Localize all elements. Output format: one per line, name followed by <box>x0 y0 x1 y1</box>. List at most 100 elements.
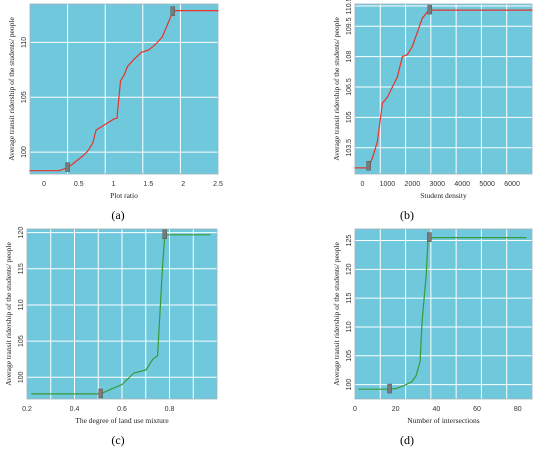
x-tick-label: 40 <box>432 406 440 413</box>
y-tick-label: 110 <box>21 37 28 48</box>
chart-b-svg: 0 1000 2000 3000 4000 5000 6000 103.5 105 106.5 10… <box>332 0 533 200</box>
x-tick-label: 5000 <box>479 181 495 188</box>
x-tick-label: 0.5 <box>74 181 84 188</box>
x-tick-label: 80 <box>514 406 522 413</box>
range-marker <box>98 388 103 399</box>
data-point <box>419 360 421 363</box>
y-tick-label: 120 <box>346 263 353 275</box>
data-point <box>406 53 408 56</box>
x-tick-label: 2 <box>181 181 185 188</box>
data-point <box>105 122 108 125</box>
y-tick-label: 109.5 <box>346 17 353 35</box>
series-line <box>30 10 218 172</box>
data-point <box>123 74 125 76</box>
subplot-c: 0.2 0.4 0.6 0.8 100 105 110 115 120 The degree of… <box>0 225 275 450</box>
data-point <box>217 9 219 12</box>
y-tick-label: 100 <box>21 146 28 158</box>
data-point <box>161 268 163 270</box>
data-point <box>161 36 163 38</box>
caption-a: (a) <box>111 208 125 222</box>
data-point <box>396 76 398 78</box>
y-tick-label: 110 <box>18 299 25 310</box>
x-tick-label: 4000 <box>454 181 470 188</box>
range-marker <box>427 232 432 242</box>
data-point <box>531 9 533 11</box>
range-marker <box>170 6 175 16</box>
data-point <box>140 51 143 53</box>
plot-frame <box>26 228 218 400</box>
data-point <box>95 129 97 131</box>
data-point <box>425 274 427 276</box>
data-point <box>167 23 169 25</box>
range-marker <box>162 229 167 240</box>
data-point <box>376 141 379 143</box>
data-point <box>119 80 122 82</box>
y-tick-label: 103.5 <box>346 139 353 157</box>
data-point <box>133 372 135 374</box>
data-point <box>147 49 149 51</box>
data-point <box>133 58 136 60</box>
data-point <box>421 17 423 19</box>
series-line <box>355 9 532 169</box>
data-point <box>421 320 423 322</box>
x-tick-label: 0.6 <box>117 406 127 413</box>
y-axis-label: Average transit ridership of the student… <box>7 17 16 161</box>
data-point <box>416 31 418 33</box>
plot-area <box>30 4 218 174</box>
data-point <box>391 86 393 88</box>
y-tick-label: 108 <box>346 51 353 63</box>
x-axis-label: Plot ratio <box>110 191 138 200</box>
caption-c: (c) <box>111 433 125 447</box>
subplot-d: 0 20 40 60 80 100 105 110 115 120 125 Number of int… <box>275 225 550 450</box>
x-tick-label: 0.8 <box>165 406 175 413</box>
plot-frame <box>354 3 533 175</box>
x-tick-label: 20 <box>392 406 400 413</box>
x-tick-label: 0.2 <box>22 406 32 413</box>
y-tick-label: 105 <box>18 335 25 347</box>
y-tick-label: 105 <box>346 111 353 123</box>
data-point <box>386 96 389 98</box>
data-point <box>154 43 156 46</box>
y-axis-label: Average transit ridership of the student… <box>332 242 341 386</box>
range-marker <box>427 4 433 15</box>
x-tick-label: 2.5 <box>213 181 223 188</box>
data-point <box>121 383 123 386</box>
y-tick-label: 125 <box>346 235 353 247</box>
data-point <box>29 170 31 172</box>
data-point <box>116 117 118 119</box>
data-point <box>74 161 76 163</box>
plot-area <box>355 4 532 174</box>
range-marker <box>387 383 392 394</box>
y-tick-label: 100 <box>346 379 353 391</box>
y-axis-label: Average transit ridership of the student… <box>4 242 13 386</box>
data-point <box>109 388 111 391</box>
y-tick-label: 115 <box>18 263 25 274</box>
data-point <box>415 375 417 377</box>
data-point <box>81 155 83 158</box>
x-tick-label: 0 <box>42 181 46 188</box>
data-point <box>175 9 177 12</box>
x-tick-label: 0.4 <box>70 406 80 413</box>
data-point <box>152 358 154 360</box>
plot-area <box>355 229 532 399</box>
data-point <box>92 142 94 144</box>
chart-c-svg: 0.2 0.4 0.6 0.8 100 105 110 115 120 The degree of… <box>4 227 218 425</box>
y-tick-label: 110.5 <box>346 0 353 15</box>
subplot-a: 0 0.5 1 1.5 2 2.5 100 105 110 Plot ratio Average t… <box>0 0 275 225</box>
x-tick-label: 6000 <box>504 181 520 188</box>
x-tick-label: 60 <box>473 406 481 413</box>
x-tick-label: 0 <box>361 181 365 188</box>
x-tick-label: 1 <box>112 181 116 188</box>
data-point <box>157 354 159 357</box>
data-point <box>411 381 413 383</box>
plot-frame <box>29 3 219 175</box>
caption-b: (b) <box>400 208 414 222</box>
x-axis-label: Number of intersections <box>407 416 480 425</box>
plot-frame <box>354 228 533 400</box>
data-point <box>354 167 356 169</box>
data-point <box>209 234 211 236</box>
y-tick-label: 115 <box>346 292 353 303</box>
data-point <box>87 150 89 152</box>
x-tick-label: 1.5 <box>144 181 154 188</box>
y-tick-label: 100 <box>18 371 25 383</box>
